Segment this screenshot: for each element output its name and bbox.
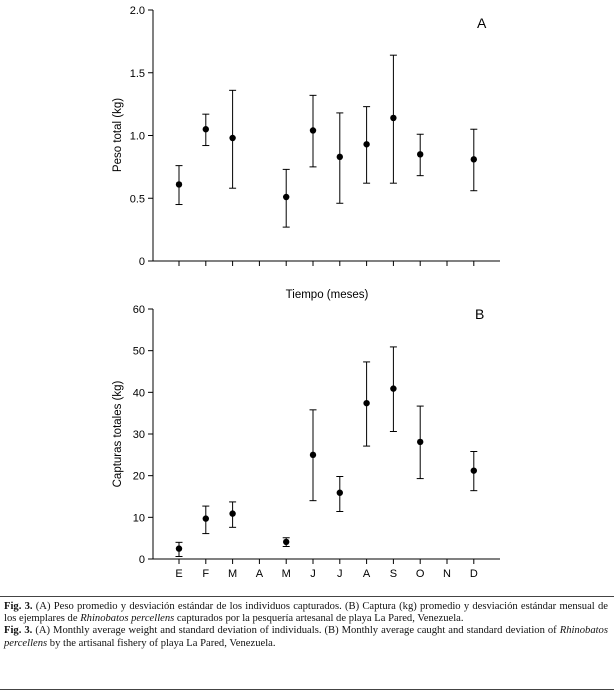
panel-b-data-point <box>175 545 183 552</box>
panel-b-ytick-label: 20 <box>133 471 145 483</box>
caption-spanish: Fig. 3. (A) Peso promedio y desviación e… <box>4 601 608 625</box>
panel-b-xtick-label: J <box>310 568 316 580</box>
panel-b-data-point <box>229 510 236 517</box>
panel-a-ytick-label: 1.5 <box>130 68 145 80</box>
caption-rule-top <box>0 596 614 597</box>
panel-b-data-point <box>390 385 397 392</box>
panel-b-xtick-label: A <box>363 568 371 580</box>
caption-es-text-1: (A) Peso promedio y desviación estándar … <box>4 601 608 625</box>
panel-a-ylabel: Peso total (kg) <box>112 98 124 172</box>
caption-es-species: Rhinobatos percellens <box>80 613 175 625</box>
panel-a-data-point <box>202 126 209 133</box>
panel-b-data-point <box>417 438 424 446</box>
panel-a-data-point <box>229 134 236 142</box>
panel-a-ytick-label: 2.0 <box>130 5 145 17</box>
caption-en-text-1: (A) Monthly average weight and standard … <box>32 625 560 637</box>
caption-es-fig-label: Fig. 3. <box>4 601 33 612</box>
panel-a-data-point <box>363 141 370 148</box>
panel-b-data-point <box>336 489 343 496</box>
panel-a-data-point <box>175 181 183 188</box>
panel-b-xtick-label: D <box>470 568 478 580</box>
panel-a-ytick-label: 0.5 <box>130 193 145 205</box>
panel-a-data-point <box>390 114 397 122</box>
panel-a-data-point <box>309 127 317 134</box>
panel-b-data-point <box>470 467 477 474</box>
panel-b-xtick-label: A <box>256 568 264 580</box>
panel-b-data-point <box>363 399 370 407</box>
figure-caption: Fig. 3. (A) Peso promedio y desviación e… <box>4 601 608 650</box>
caption-en-fig-label: Fig. 3. <box>4 625 33 637</box>
panel-b-letter: B <box>475 306 484 322</box>
panel-b-ytick-label: 50 <box>133 346 145 358</box>
panel-b-data-point <box>202 515 209 522</box>
panel-a-ytick-label: 0 <box>139 256 145 268</box>
panel-b-data-point <box>283 538 290 546</box>
caption-en-text-2: by the artisanal fishery of playa La Par… <box>47 637 276 649</box>
panel-b-ytick-label: 10 <box>133 512 145 524</box>
panel-b: Capturas totales (kg) Tiempo (meses) B 0… <box>112 289 500 580</box>
panel-a-data-point <box>283 193 290 201</box>
panel-b-xtick-label: E <box>175 568 182 580</box>
panel-b-data-point <box>309 451 317 459</box>
caption-english: Fig. 3. (A) Monthly average weight and s… <box>4 625 608 649</box>
panel-b-xtick-label: O <box>416 568 425 580</box>
panel-a-data-point <box>470 156 477 163</box>
panel-a-letter: A <box>477 15 487 31</box>
panel-b-ytick-label: 60 <box>133 304 145 316</box>
panel-b-ytick-label: 30 <box>133 429 145 441</box>
caption-rule-bottom <box>0 689 614 690</box>
panel-b-xtick-label: M <box>282 568 291 580</box>
panel-a-data-point <box>336 153 343 161</box>
panel-b-ytick-label: 40 <box>133 387 145 399</box>
panel-b-xtick-label: J <box>337 568 343 580</box>
panel-a-ytick-label: 1.0 <box>130 131 145 143</box>
panel-b-ytick-label: 0 <box>139 554 145 566</box>
caption-en-species: Rhinobatos percellens <box>4 625 608 649</box>
caption-es-text-2: capturados por la pesquería artesanal de… <box>174 613 464 625</box>
panel-b-xtick-label: S <box>390 568 397 580</box>
panel-b-xlabel: Tiempo (meses) <box>286 289 369 301</box>
panel-b-xtick-label: N <box>443 568 451 580</box>
panel-b-ylabel: Capturas totales (kg) <box>112 380 124 487</box>
figure-charts: Peso total (kg) A 0 0.5 1.0 1.5 2.0 Capturas… <box>112 5 500 580</box>
panel-b-xtick-label: M <box>228 568 237 580</box>
panel-b-xtick-label: F <box>202 568 209 580</box>
panel-a: Peso total (kg) A 0 0.5 1.0 1.5 2.0 <box>112 5 500 268</box>
panel-a-data-point <box>417 151 424 158</box>
